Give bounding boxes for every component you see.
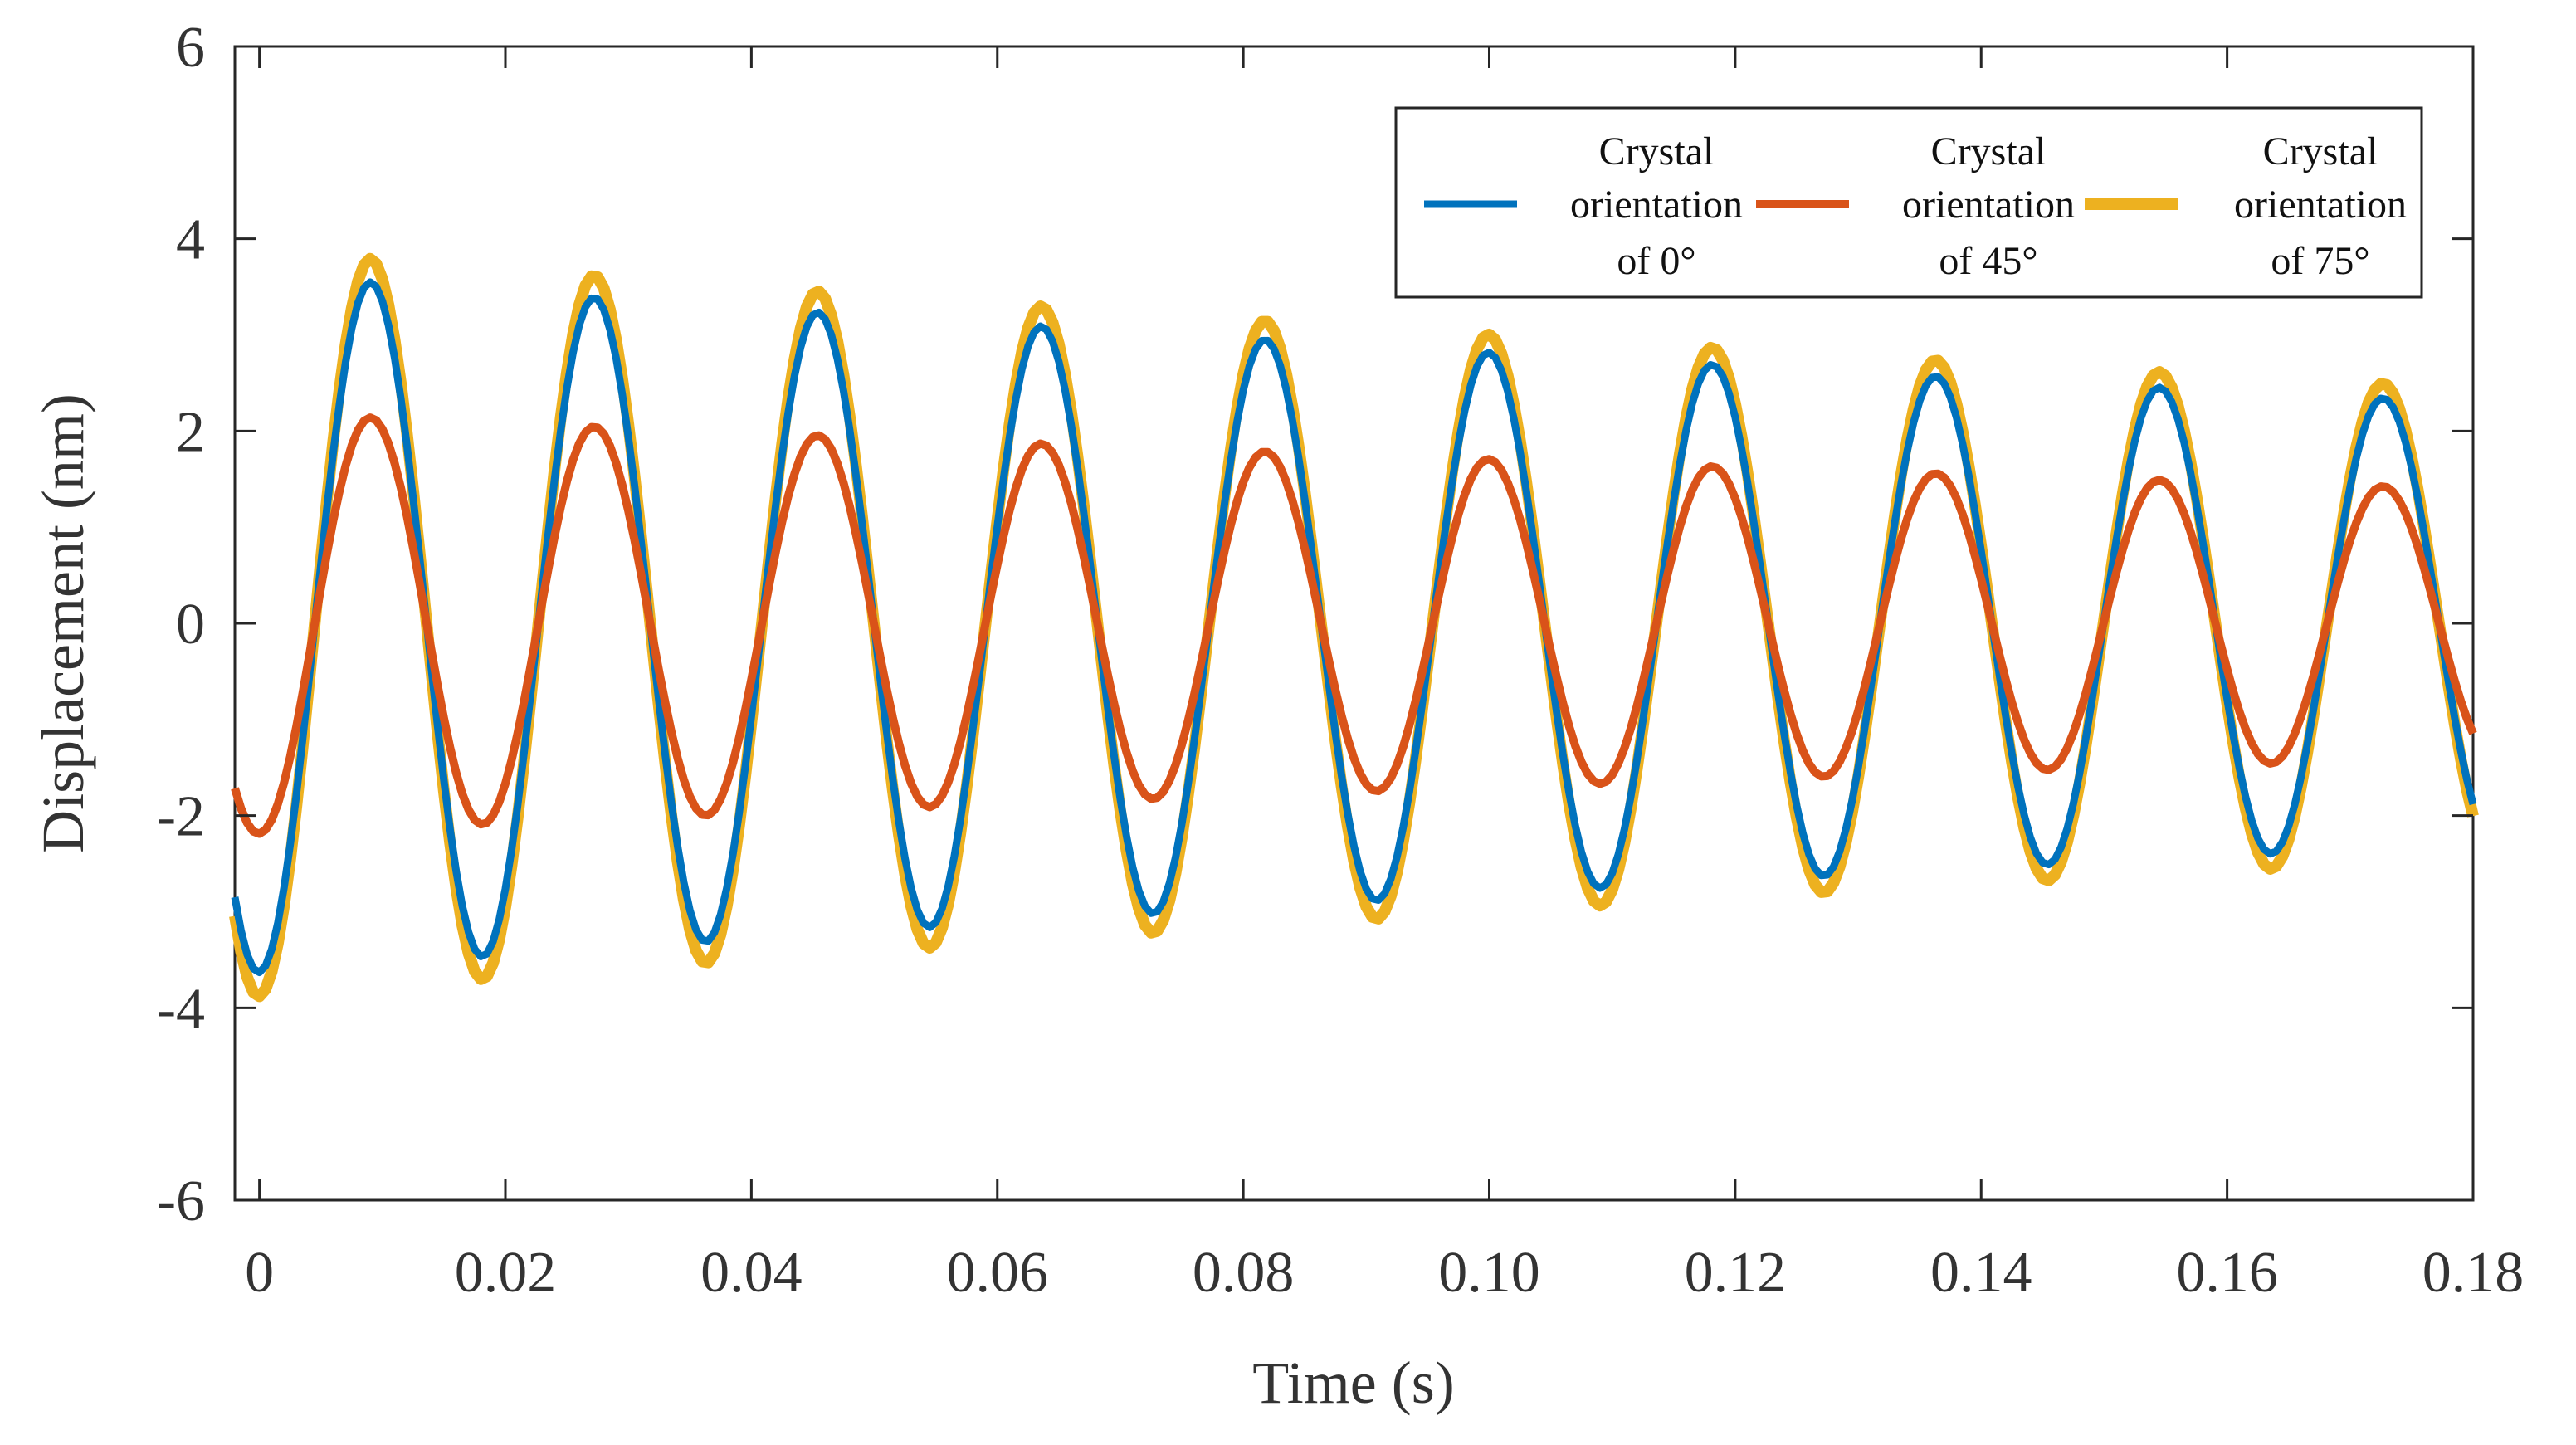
x-tick-label: 0.16 xyxy=(2176,1241,2278,1305)
x-tick-label: 0.06 xyxy=(947,1241,1049,1305)
legend-label-2: Crystal xyxy=(2263,129,2378,173)
legend-label-2: of 75° xyxy=(2271,239,2369,283)
x-tick-label: 0.02 xyxy=(455,1241,557,1305)
legend-label-2: orientation xyxy=(2234,183,2407,227)
series-line-1 xyxy=(231,413,2477,838)
x-axis-title: Time (s) xyxy=(1252,1350,1454,1416)
x-tick-label: 0.18 xyxy=(2422,1241,2525,1305)
legend-label-0: of 0° xyxy=(1617,239,1695,283)
legend-label-0: Crystal xyxy=(1599,129,1715,173)
y-tick-label: 6 xyxy=(176,16,205,80)
x-tick-label: 0 xyxy=(245,1241,274,1305)
y-tick-label: 4 xyxy=(176,208,205,272)
x-tick-label: 0.08 xyxy=(1193,1241,1295,1305)
y-tick-label: -6 xyxy=(157,1169,205,1233)
y-axis-title: Displacement (nm) xyxy=(30,393,96,853)
x-tick-label: 0.12 xyxy=(1685,1241,1787,1305)
series-layer xyxy=(229,252,2479,1003)
legend-label-1: orientation xyxy=(1902,183,2075,227)
y-tick-label: 2 xyxy=(176,400,205,464)
y-tick-label: -2 xyxy=(157,785,205,849)
legend-label-0: orientation xyxy=(1570,183,1743,227)
y-tick-label: 0 xyxy=(176,593,205,657)
tick-layer: 0 0.02 0.04 0.06 0.08 0.10 0.12 0.14 0.16 0.18 -6 -… xyxy=(157,16,2525,1305)
legend-box xyxy=(1394,106,2423,299)
x-tick-label: 0.14 xyxy=(1930,1241,2032,1305)
x-tick-label: 0.10 xyxy=(1438,1241,1540,1305)
legend-label-1: of 45° xyxy=(1939,239,2037,283)
legend: Crystal orientation of 0° Crystal orientatio… xyxy=(1394,106,2423,299)
x-tick-label: 0.04 xyxy=(700,1241,803,1305)
y-tick-label: -4 xyxy=(157,977,205,1041)
legend-label-1: Crystal xyxy=(1931,129,2047,173)
